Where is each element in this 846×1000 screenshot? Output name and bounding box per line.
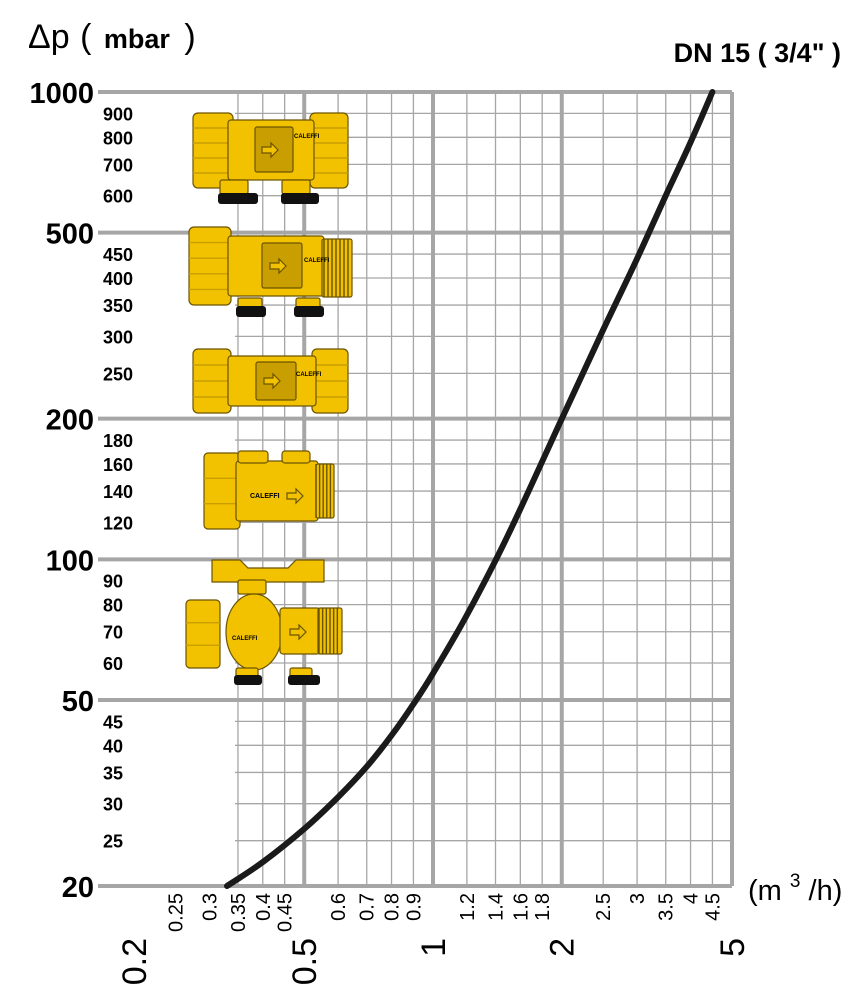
valve-image-5: CALEFFI: [185, 559, 343, 685]
y-minor-tick-label: 250: [103, 364, 133, 384]
y-minor-tick-label: 35: [103, 763, 123, 783]
y-minor-tick-label: 45: [103, 712, 123, 732]
x-axis-unit-open: (m: [748, 875, 782, 907]
x-minor-tick-label: 1.8: [532, 893, 554, 921]
y-minor-tick-label: 80: [103, 596, 123, 616]
y-axis-symbol: Δp: [28, 18, 70, 56]
brand-mark: CALEFFI: [250, 493, 280, 500]
y-minor-tick-label: 400: [103, 269, 133, 289]
y-minor-tick-label: 800: [103, 128, 133, 148]
y-major-tick-label: 20: [62, 872, 94, 904]
x-minor-tick-label: 1.6: [510, 893, 532, 921]
x-minor-tick-label: 0.35: [228, 893, 250, 932]
y-axis-paren-open: (: [80, 18, 92, 56]
x-minor-tick-label: 4: [681, 893, 703, 904]
brand-mark: CALEFFI: [296, 372, 322, 378]
x-minor-tick-label: 0.6: [328, 893, 350, 921]
x-axis-unit-sup: 3: [790, 871, 801, 892]
x-major-tick-label: 0.5: [286, 938, 324, 985]
x-minor-tick-label: 1.2: [457, 893, 479, 921]
x-major-tick-label: 1: [415, 938, 453, 957]
y-minor-tick-label: 120: [103, 513, 133, 533]
x-minor-tick-label: 0.8: [382, 893, 404, 921]
y-minor-tick-label: 700: [103, 155, 133, 175]
valve-image-3: CALEFFI: [192, 348, 349, 414]
brand-mark: CALEFFI: [294, 134, 320, 140]
y-minor-tick-label: 900: [103, 104, 133, 124]
x-minor-tick-label: 2.5: [593, 893, 615, 921]
y-minor-tick-label: 25: [103, 832, 123, 852]
y-minor-tick-label: 90: [103, 572, 123, 592]
x-minor-tick-label: 0.7: [357, 893, 379, 921]
x-minor-tick-label: 0.25: [165, 893, 187, 932]
y-minor-tick-label: 600: [103, 187, 133, 207]
y-minor-tick-label: 350: [103, 296, 133, 316]
y-minor-tick-label: 300: [103, 327, 133, 347]
y-major-tick-label: 500: [46, 219, 94, 251]
y-minor-tick-label: 30: [103, 795, 123, 815]
valve-images: CALEFFI CALEFFI CALEFFI CALEFFI CALEFFI: [132, 90, 353, 888]
y-axis-unit: mbar: [104, 24, 171, 54]
y-minor-tick-label: 70: [103, 623, 123, 643]
brand-mark: CALEFFI: [232, 636, 258, 642]
x-major-tick-label: 5: [714, 938, 752, 957]
x-major-tick-label: 0.2: [116, 938, 154, 985]
curve-layer: [224, 89, 716, 889]
y-minor-tick-label: 60: [103, 654, 123, 674]
x-minor-tick-label: 3: [627, 893, 649, 904]
x-axis-unit: (m 3 /h): [748, 862, 842, 907]
x-minor-tick-label: 0.4: [253, 893, 275, 921]
x-minor-tick-label: 1.4: [486, 893, 508, 921]
chart-title: DN 15 ( 3/4" ): [674, 38, 841, 68]
y-minor-tick-label: 160: [103, 455, 133, 475]
x-minor-tick-label: 0.3: [199, 893, 221, 921]
x-major-tick-label: 2: [544, 938, 582, 957]
x-minor-tick-label: 0.45: [275, 893, 297, 932]
y-major-tick-label: 200: [46, 405, 94, 437]
x-axis-unit-close: /h): [809, 875, 843, 907]
valve-image-1: CALEFFI: [192, 112, 349, 204]
x-minor-tick-label: 4.5: [702, 893, 724, 921]
x-minor-tick-label: 3.5: [656, 893, 678, 921]
y-minor-tick-label: 140: [103, 482, 133, 502]
brand-mark: CALEFFI: [304, 258, 330, 264]
y-major-tick-label: 1000: [29, 78, 94, 110]
pressure-drop-curve: [224, 89, 716, 889]
tick-labels: 1000500200100502090080070060045040035030…: [29, 78, 751, 985]
y-minor-tick-label: 450: [103, 245, 133, 265]
y-major-tick-label: 100: [46, 545, 94, 577]
y-major-tick-label: 50: [62, 686, 94, 718]
y-minor-tick-label: 180: [103, 431, 133, 451]
valve-image-4: CALEFFI: [203, 450, 335, 530]
x-minor-tick-label: 0.9: [403, 893, 425, 921]
valve-image-2: CALEFFI: [188, 226, 353, 317]
y-minor-tick-label: 40: [103, 736, 123, 756]
y-axis-paren-close: ): [184, 18, 195, 56]
y-axis-label: Δp ( mbar ): [28, 18, 196, 56]
